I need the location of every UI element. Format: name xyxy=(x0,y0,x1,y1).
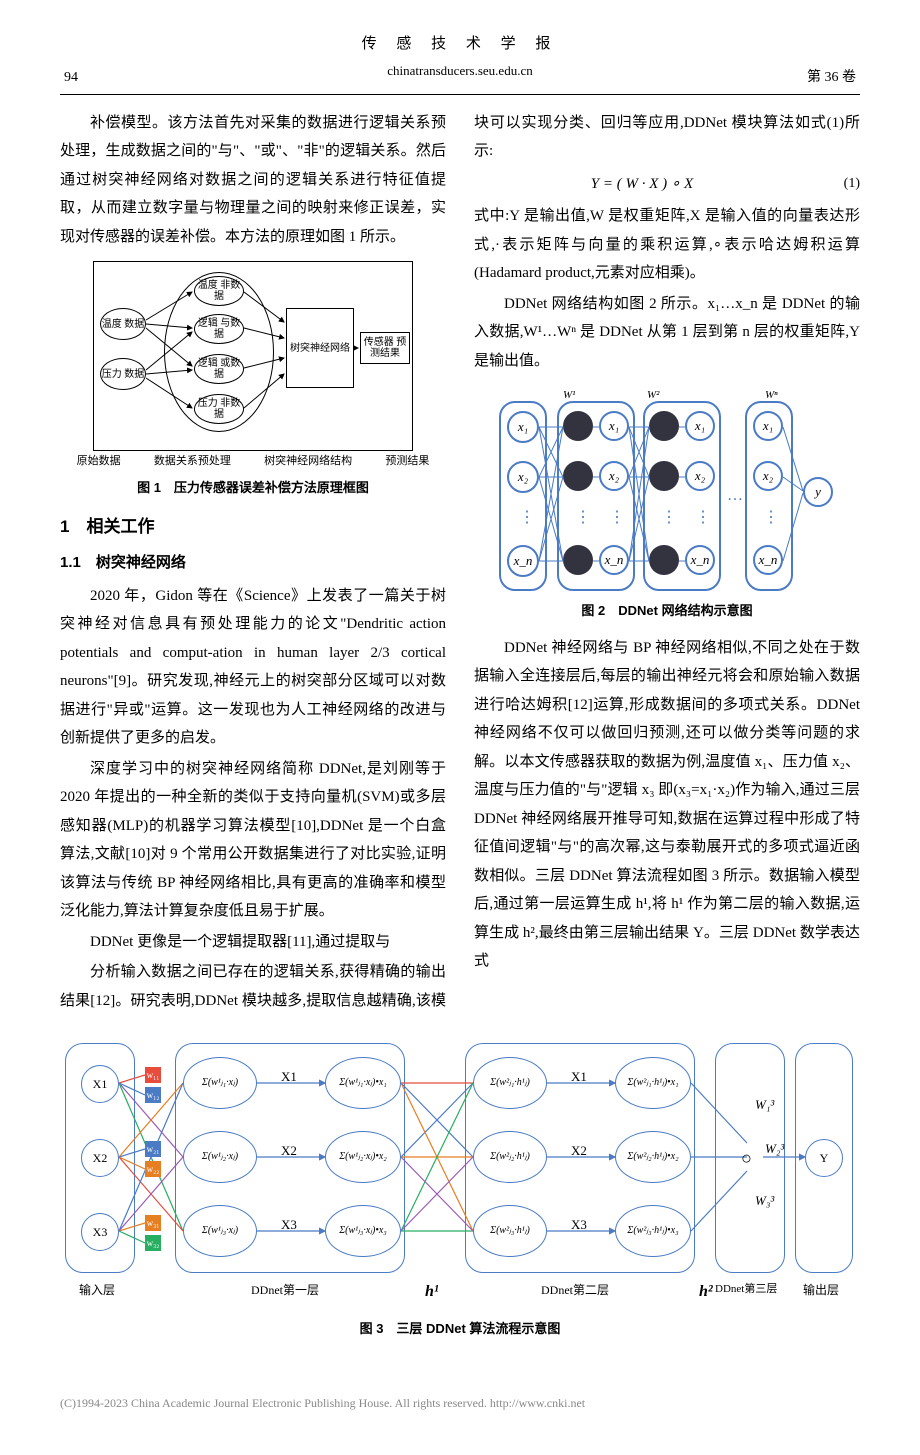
journal-title: 传 感 技 术 学 报 xyxy=(60,30,860,59)
fig1-node-temp: 温度 数据 xyxy=(100,308,146,340)
equation-1: Y = ( W · X ) ∘ X (1) xyxy=(474,170,860,199)
figure-2-caption: 图 2 DDNet 网络结构示意图 xyxy=(474,599,860,624)
fig1-sublabel: 树突神经网络结构 xyxy=(264,451,352,472)
fig3-arrow-label: X2 xyxy=(571,1139,587,1164)
fig3-output-node: Y xyxy=(805,1139,843,1177)
volume-label: 第 36 卷 xyxy=(807,65,856,92)
fig1-node-press: 压力 数据 xyxy=(100,358,146,390)
fig3-sum-node: Σ(w¹ⱼ₃·xⱼ) xyxy=(183,1205,257,1257)
fig3-arrow-label: X3 xyxy=(281,1213,297,1238)
fig3-sum-node: Σ(w¹ⱼ₁·xⱼ)•x₁ xyxy=(325,1057,401,1109)
fig1-sublabel: 原始数据 xyxy=(77,451,121,472)
fig3-layer-label: DDnet第二层 xyxy=(541,1279,609,1302)
fig1-node-or: 逻辑 或数据 xyxy=(194,354,244,384)
fig3-layer-label: DDnet第一层 xyxy=(251,1279,319,1302)
figure-1: 温度 数据 压力 数据 温度 非数据 逻辑 与数据 逻辑 或数据 压力 非数据 … xyxy=(60,261,446,501)
body-paragraph: 2020 年，Gidon 等在《Science》上发表了一篇关于树突神经对信息具… xyxy=(60,582,446,753)
fig3-w3-label: W₂³ xyxy=(765,1137,784,1162)
section-1-1-heading: 1.1 树突神经网络 xyxy=(60,549,446,578)
fig3-arrow-label: X1 xyxy=(571,1065,587,1090)
fig3-arrow-label: X1 xyxy=(281,1065,297,1090)
footer-copyright: (C)1994-2023 China Academic Journal Elec… xyxy=(60,1392,860,1415)
fig3-layer-label: 输出层 xyxy=(803,1279,839,1302)
body-paragraph: DDNet 更像是一个逻辑提取器[11],通过提取与 xyxy=(60,928,446,957)
fig1-node-result: 传感器 预测结果 xyxy=(360,332,410,364)
fig3-input-node: X3 xyxy=(81,1213,119,1251)
equation-number: (1) xyxy=(810,171,860,198)
fig3-w3-label: W₁³ xyxy=(755,1093,774,1118)
fig3-sum-node: Σ(w²ⱼ₁·h¹ⱼ)•x₁ xyxy=(615,1057,691,1109)
fig1-sublabel: 预测结果 xyxy=(385,451,429,472)
figure-1-caption: 图 1 压力传感器误差补偿方法原理框图 xyxy=(60,476,446,501)
figure-3: X1 X2 X3 w₁₁ w₁₂ w₂₁ w₂₂ w₃₁ w₃₂ Σ(w¹ⱼ₁·… xyxy=(60,1033,860,1342)
fig3-sum-node: Σ(w¹ⱼ₂·xⱼ)•x₂ xyxy=(325,1131,401,1183)
fig3-layer-label: DDnet第三层 xyxy=(715,1279,777,1300)
equation-expr: Y = ( W · X ) ∘ X xyxy=(474,170,810,199)
fig3-w3-label: W₃³ xyxy=(755,1189,774,1214)
fig3-weight-box: w₃₂ xyxy=(145,1235,161,1251)
fig3-layer-label: 输入层 xyxy=(79,1279,115,1302)
fig3-input-node: X1 xyxy=(81,1065,119,1103)
fig3-h-label: h¹ xyxy=(425,1277,439,1307)
fig3-weight-box: w₂₂ xyxy=(145,1161,161,1177)
fig3-sum-node: Σ(w¹ⱼ₁·xⱼ) xyxy=(183,1057,257,1109)
fig3-sum-node: Σ(w²ⱼ₁·h¹ⱼ) xyxy=(473,1057,547,1109)
body-paragraph: DDNet 神经网络与 BP 神经网络相似,不同之处在于数据输入全连接层后,每层… xyxy=(474,634,860,976)
fig3-sum-node: Σ(w²ⱼ₃·h¹ⱼ)•x₃ xyxy=(615,1205,691,1257)
section-1-heading: 1 相关工作 xyxy=(60,511,446,543)
fig3-sum-node: Σ(w¹ⱼ₃·xⱼ)•x₃ xyxy=(325,1205,401,1257)
fig3-weight-box: w₃₁ xyxy=(145,1215,161,1231)
figure-2: W¹ W² Wⁿ x₁ x₂ ⋮ x_n ⋮ x₁ x₂ ⋮ xyxy=(474,385,860,624)
fig3-sum-node: Σ(w²ⱼ₂·h¹ⱼ) xyxy=(473,1131,547,1183)
fig1-sublabel: 数据关系预处理 xyxy=(154,451,231,472)
fig3-weight-box: w₁₂ xyxy=(145,1087,161,1103)
fig3-h-label: h² xyxy=(699,1277,713,1307)
fig1-node-press-not: 压力 非数据 xyxy=(194,394,244,424)
fig3-arrow-label: X2 xyxy=(281,1139,297,1164)
fig1-node-temp-not: 温度 非数据 xyxy=(194,276,244,306)
fig3-weight-box: w₁₁ xyxy=(145,1067,161,1083)
fig3-sum-node: Σ(w¹ⱼ₂·xⱼ) xyxy=(183,1131,257,1183)
body-paragraph: 补偿模型。该方法首先对采集的数据进行逻辑关系预处理，生成数据之间的"与"、"或"… xyxy=(60,109,446,252)
fig3-arrow-label: X3 xyxy=(571,1213,587,1238)
fig3-sum-node: Σ(w²ⱼ₃·h¹ⱼ) xyxy=(473,1205,547,1257)
fig1-node-ddnet: 树突神经网络 xyxy=(286,308,354,388)
figure-3-caption: 图 3 三层 DDNet 算法流程示意图 xyxy=(60,1317,860,1342)
body-paragraph: 深度学习中的树突神经网络简称 DDNet,是刘刚等于 2020 年提出的一种全新… xyxy=(60,755,446,926)
fig3-sum-node: Σ(w²ⱼ₂·h¹ⱼ)•x₂ xyxy=(615,1131,691,1183)
body-paragraph: DDNet 网络结构如图 2 所示。x₁…x_n 是 DDNet 的输入数据,W… xyxy=(474,290,860,376)
page-number: 94 xyxy=(64,65,78,92)
fig2-output-node: y xyxy=(803,477,833,507)
fig1-node-and: 逻辑 与数据 xyxy=(194,314,244,344)
fig3-input-node: X2 xyxy=(81,1139,119,1177)
body-paragraph: 式中:Y 是输出值,W 是权重矩阵,X 是输入值的向量表达形式,·表示矩阵与向量… xyxy=(474,202,860,288)
fig3-op-circle: ○ xyxy=(741,1141,752,1175)
fig3-weight-box: w₂₁ xyxy=(145,1141,161,1157)
